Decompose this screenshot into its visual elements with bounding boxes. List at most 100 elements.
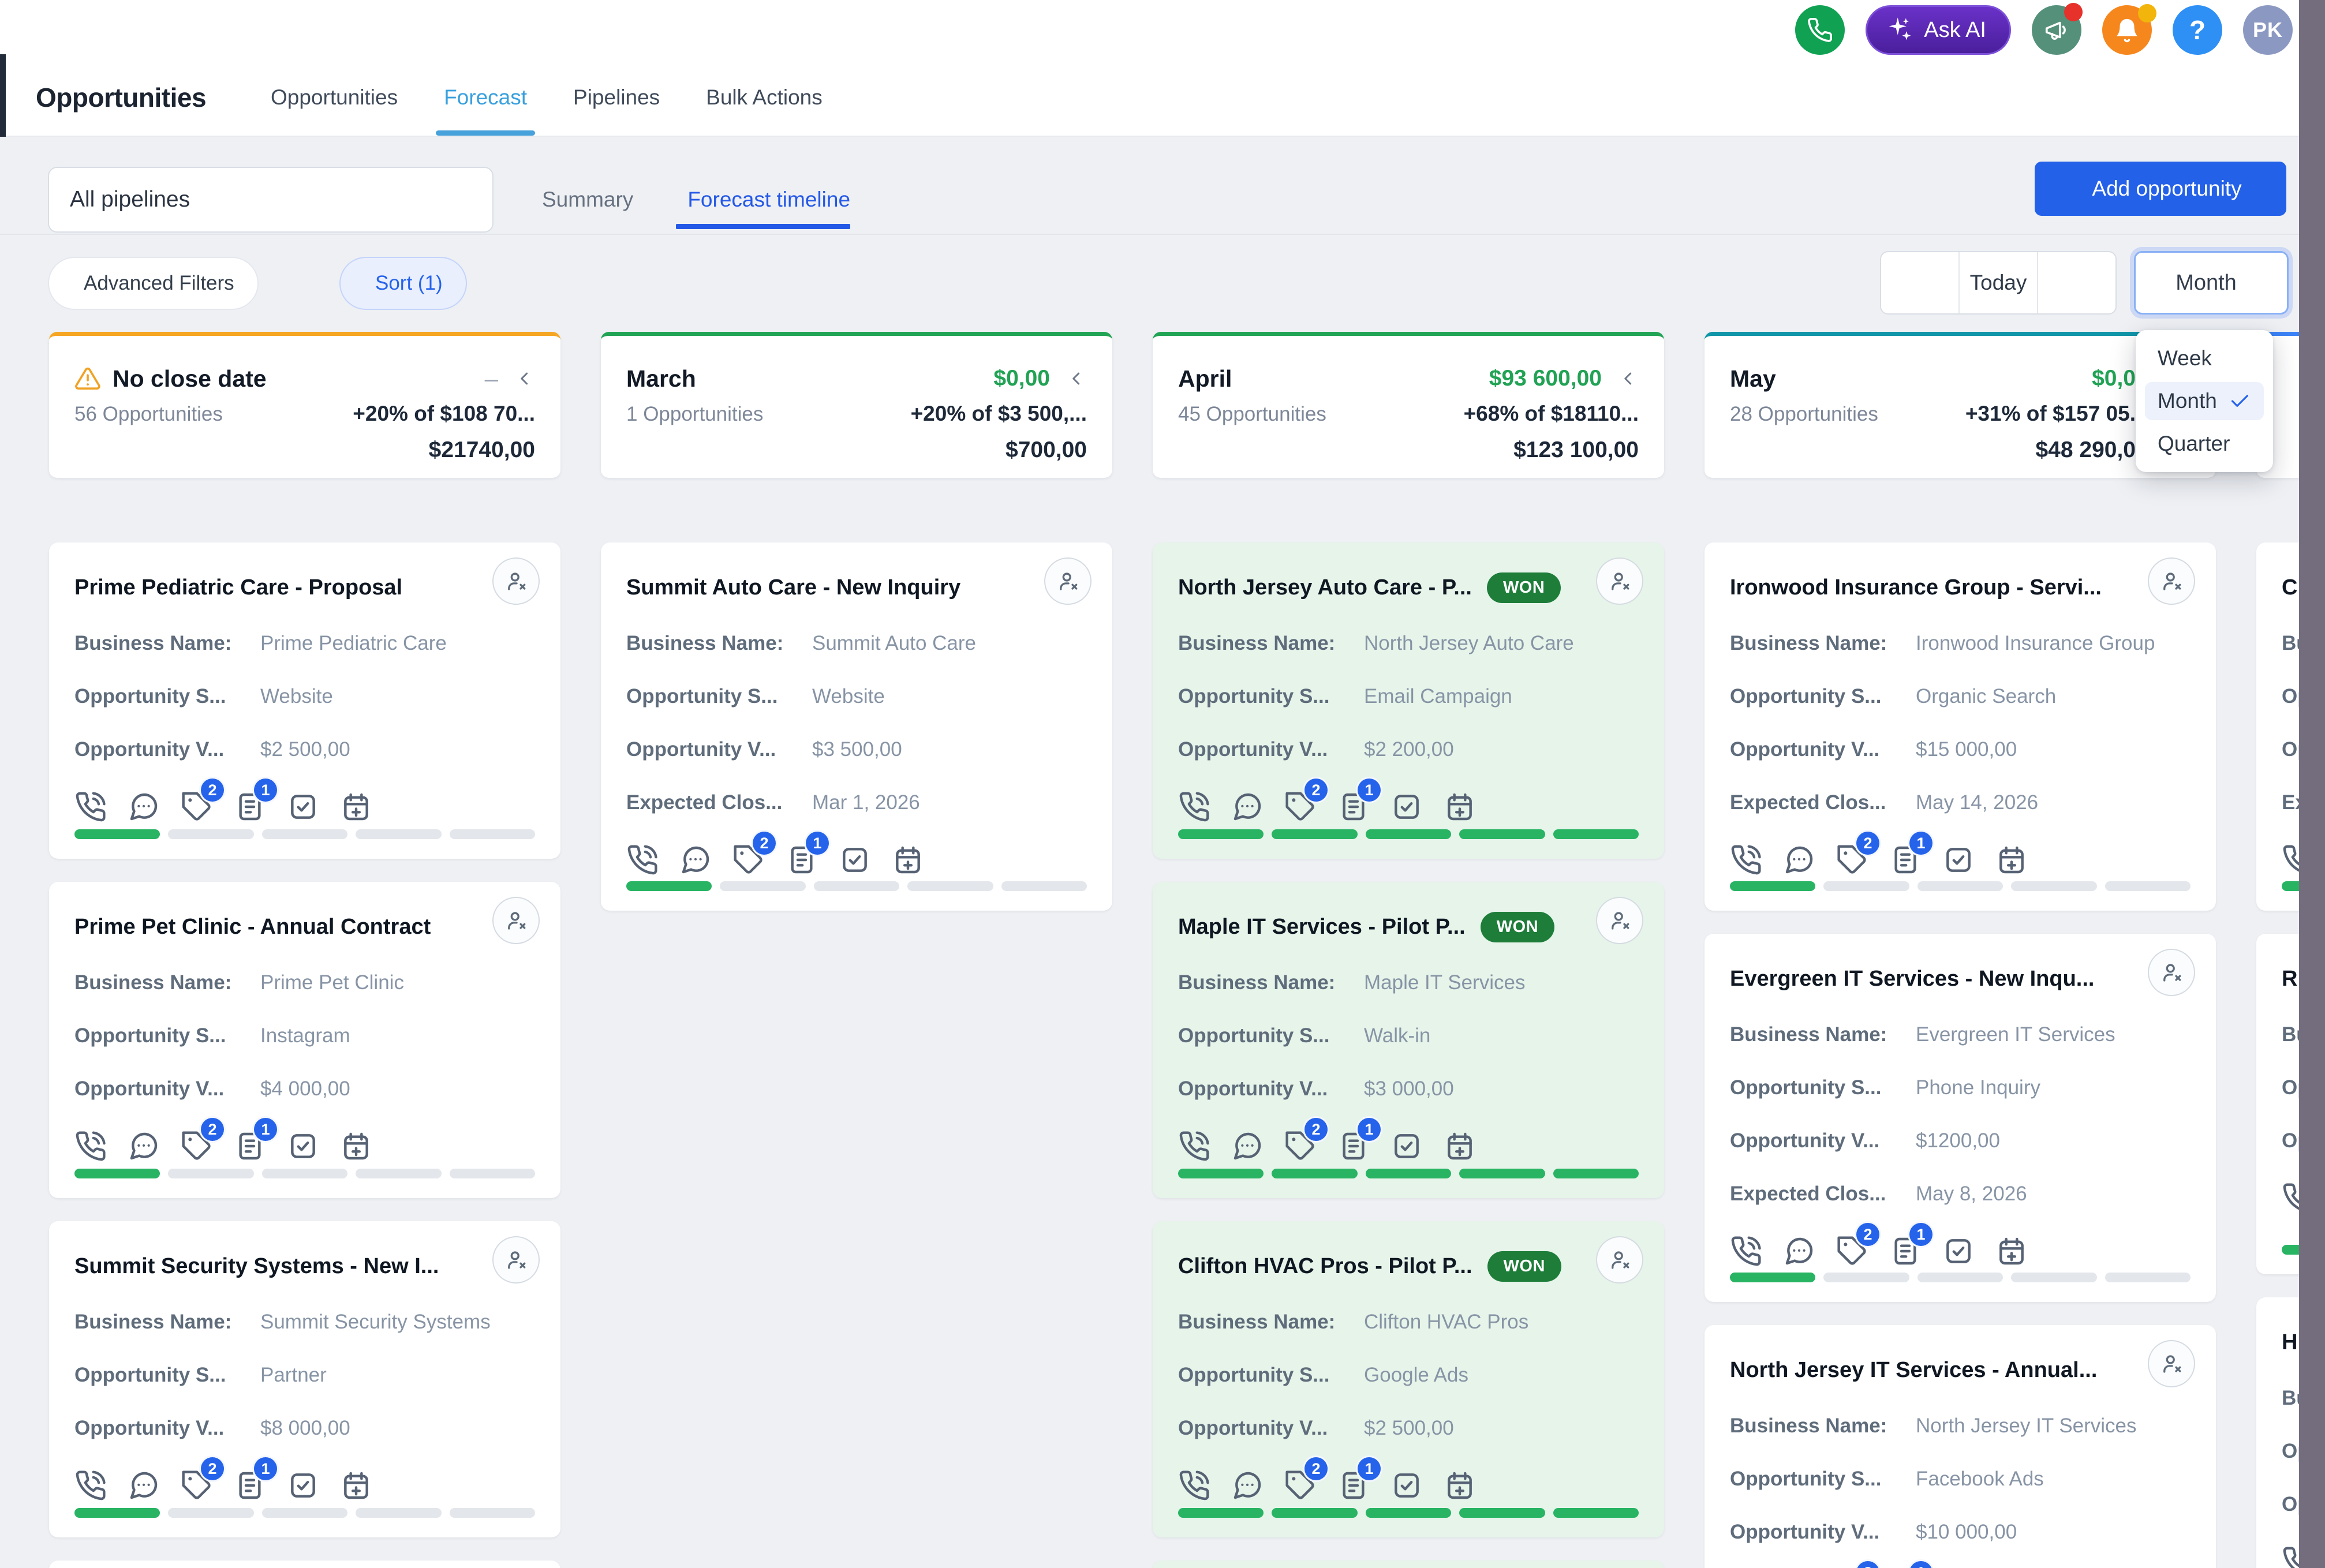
opportunity-card[interactable]: Summit Auto Care - New InquiryBusiness N… — [601, 542, 1112, 911]
notes-icon[interactable]: 1 — [1337, 1130, 1370, 1162]
chat-icon[interactable] — [128, 791, 160, 823]
assign-user-button[interactable] — [492, 897, 540, 944]
assign-user-button[interactable] — [492, 1236, 540, 1283]
collapse-column-button[interactable] — [514, 368, 535, 389]
opportunity-card[interactable]: Ironwood Insurance Group - Servi...Busin… — [1704, 542, 2216, 911]
opportunity-card[interactable] — [49, 1560, 560, 1568]
assign-user-button[interactable] — [1596, 897, 1643, 944]
tab-forecast[interactable]: Forecast — [444, 59, 527, 136]
tab-pipelines[interactable]: Pipelines — [573, 59, 660, 136]
opportunity-card[interactable]: HBusiness Name:Opportunity S...Opportuni… — [2256, 1297, 2299, 1568]
tasks-icon[interactable] — [287, 1469, 319, 1502]
call-icon[interactable] — [1178, 791, 1210, 823]
assign-user-button[interactable] — [492, 557, 540, 605]
assign-user-button[interactable] — [2148, 557, 2195, 605]
notes-icon[interactable]: 1 — [1889, 1235, 1922, 1267]
phone-button[interactable] — [1795, 5, 1845, 55]
today-button[interactable]: Today — [1958, 252, 2037, 313]
range-option-week[interactable]: Week — [2145, 339, 2264, 377]
call-icon[interactable] — [74, 1130, 107, 1162]
notes-icon[interactable]: 1 — [234, 1469, 266, 1502]
call-icon[interactable] — [1178, 1130, 1210, 1162]
announcements-button[interactable] — [2032, 5, 2081, 55]
chat-icon[interactable] — [1231, 791, 1264, 823]
opportunity-card[interactable]: Clifton HVAC Pros - Pilot P...WONBusines… — [1153, 1221, 1664, 1537]
tasks-icon[interactable] — [1390, 791, 1423, 823]
notes-icon[interactable]: 1 — [234, 791, 266, 823]
opportunity-card[interactable]: Maple IT Services - Pilot P...WONBusines… — [1153, 882, 1664, 1198]
call-icon[interactable] — [2282, 1182, 2299, 1214]
appointment-icon[interactable] — [340, 791, 372, 823]
appointment-icon[interactable] — [1444, 791, 1476, 823]
notes-icon[interactable]: 1 — [1889, 844, 1922, 876]
tag-icon[interactable]: 2 — [732, 844, 765, 876]
scrollbar[interactable] — [2299, 0, 2325, 1568]
appointment-icon[interactable] — [1444, 1130, 1476, 1162]
opportunity-card[interactable] — [1153, 1560, 1664, 1568]
tasks-icon[interactable] — [1390, 1130, 1423, 1162]
call-icon[interactable] — [2282, 844, 2299, 876]
chat-icon[interactable] — [128, 1130, 160, 1162]
range-option-month[interactable]: Month — [2145, 382, 2264, 420]
tasks-icon[interactable] — [287, 1130, 319, 1162]
range-select-button[interactable]: Month — [2134, 251, 2289, 315]
tag-icon[interactable]: 2 — [1836, 844, 1868, 876]
notes-icon[interactable]: 1 — [234, 1130, 266, 1162]
call-icon[interactable] — [1178, 1469, 1210, 1502]
opportunity-card[interactable]: North Jersey Auto Care - P...WONBusiness… — [1153, 542, 1664, 859]
notes-icon[interactable]: 1 — [1337, 791, 1370, 823]
range-option-quarter[interactable]: Quarter — [2145, 425, 2264, 463]
opportunity-card[interactable]: North Jersey IT Services - Annual...Busi… — [1704, 1325, 2216, 1568]
opportunity-card[interactable]: Summit Security Systems - New I...Busine… — [49, 1221, 560, 1537]
tasks-icon[interactable] — [287, 791, 319, 823]
assign-user-button[interactable] — [1044, 557, 1092, 605]
assign-user-button[interactable] — [2148, 1340, 2195, 1387]
appointment-icon[interactable] — [892, 844, 924, 876]
opportunity-card[interactable]: Evergreen IT Services - New Inqu...Busin… — [1704, 934, 2216, 1302]
appointment-icon[interactable] — [340, 1130, 372, 1162]
appointment-icon[interactable] — [1995, 844, 2028, 876]
notifications-button[interactable] — [2102, 5, 2152, 55]
appointment-icon[interactable] — [1995, 1235, 2028, 1267]
advanced-filters-button[interactable]: Advanced Filters — [48, 257, 259, 310]
ask-ai-button[interactable]: Ask AI — [1866, 5, 2011, 55]
sort-button[interactable]: Sort (1) — [339, 257, 467, 310]
collapse-column-button[interactable] — [1618, 368, 1639, 389]
tasks-icon[interactable] — [839, 844, 871, 876]
chat-icon[interactable] — [1231, 1130, 1264, 1162]
opportunity-card[interactable]: Prime Pet Clinic - Annual ContractBusine… — [49, 882, 560, 1198]
chat-icon[interactable] — [1231, 1469, 1264, 1502]
next-period-button[interactable] — [2037, 252, 2115, 313]
pipeline-select[interactable]: All pipelines — [48, 167, 494, 233]
appointment-icon[interactable] — [340, 1469, 372, 1502]
notes-icon[interactable]: 1 — [1337, 1469, 1370, 1502]
tab-opportunities[interactable]: Opportunities — [271, 59, 398, 136]
avatar[interactable]: PK — [2243, 5, 2293, 55]
chat-icon[interactable] — [1783, 1235, 1815, 1267]
tag-icon[interactable]: 2 — [1836, 1235, 1868, 1267]
collapse-column-button[interactable] — [1066, 368, 1087, 389]
call-icon[interactable] — [2282, 1545, 2299, 1568]
tasks-icon[interactable] — [1942, 1235, 1975, 1267]
prev-period-button[interactable] — [1881, 252, 1958, 313]
opportunity-card[interactable]: CBusiness Name:Opportunity S...Opportuni… — [2256, 542, 2299, 911]
assign-user-button[interactable] — [1596, 557, 1643, 605]
tag-icon[interactable]: 2 — [1284, 1469, 1317, 1502]
opportunity-card[interactable]: Prime Pediatric Care - ProposalBusiness … — [49, 542, 560, 859]
chat-icon[interactable] — [128, 1469, 160, 1502]
tag-icon[interactable]: 2 — [181, 1469, 213, 1502]
opportunity-card[interactable]: RBusiness Name:Opportunity S...Opportuni… — [2256, 934, 2299, 1274]
notes-icon[interactable]: 1 — [786, 844, 818, 876]
tab-bulk-actions[interactable]: Bulk Actions — [706, 59, 823, 136]
tasks-icon[interactable] — [1390, 1469, 1423, 1502]
call-icon[interactable] — [626, 844, 659, 876]
chat-icon[interactable] — [679, 844, 712, 876]
call-icon[interactable] — [74, 1469, 107, 1502]
tab-summary[interactable]: Summary — [530, 167, 633, 233]
call-icon[interactable] — [1730, 844, 1762, 876]
tab-forecast-timeline[interactable]: Forecast timeline — [676, 167, 850, 233]
tag-icon[interactable]: 2 — [181, 791, 213, 823]
tag-icon[interactable]: 2 — [1284, 791, 1317, 823]
assign-user-button[interactable] — [2148, 949, 2195, 996]
help-button[interactable]: ? — [2173, 5, 2222, 55]
